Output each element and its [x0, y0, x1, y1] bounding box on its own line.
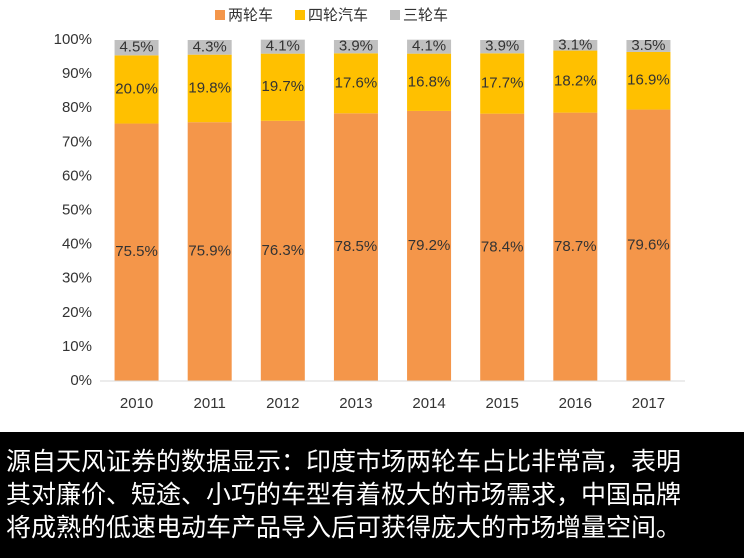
bar-segment	[260, 53, 305, 121]
y-tick-label: 80%	[62, 99, 92, 116]
data-label: 16.8%	[408, 73, 451, 90]
y-tick-label: 10%	[62, 338, 92, 355]
bar-segment	[626, 109, 671, 382]
bar-segment	[626, 40, 671, 52]
bar-segment	[626, 51, 671, 110]
y-tick-label: 40%	[62, 236, 92, 253]
data-label: 76.3%	[262, 242, 305, 259]
x-tick-label: 2013	[339, 395, 372, 412]
legend-label: 四轮汽车	[308, 7, 368, 24]
data-label: 75.5%	[115, 243, 158, 260]
y-tick-label: 50%	[62, 201, 92, 218]
data-label: 19.7%	[262, 78, 305, 95]
x-tick-label: 2015	[486, 395, 519, 412]
y-tick-label: 90%	[62, 65, 92, 82]
y-tick-label: 30%	[62, 270, 92, 287]
legend-label: 两轮车	[228, 7, 273, 24]
bar-segment	[553, 50, 598, 113]
bar-segment	[187, 54, 232, 123]
data-label: 78.4%	[481, 238, 524, 255]
bar-segment	[187, 40, 232, 55]
bar-segment	[407, 53, 452, 111]
data-label: 18.2%	[554, 73, 597, 90]
data-label: 4.3%	[193, 38, 227, 55]
y-tick-label: 70%	[62, 133, 92, 150]
bar-segment	[187, 122, 232, 381]
bar-segment	[260, 39, 305, 54]
y-tick-label: 60%	[62, 167, 92, 184]
bar-segment	[260, 120, 305, 381]
data-label: 79.6%	[627, 236, 670, 253]
bar-segment	[480, 113, 525, 381]
chart: 0% 10% 20% 30% 40% 50% 60% 70% 80% 90% 100% 两轮车 四轮汽车…	[54, 7, 685, 412]
data-label: 4.5%	[119, 39, 153, 56]
x-tick-label: 2017	[632, 395, 665, 412]
x-tick-label: 2016	[559, 395, 592, 412]
data-label: 3.5%	[631, 37, 665, 54]
bar-segment	[333, 113, 378, 381]
data-label: 20.0%	[115, 80, 158, 97]
data-label: 78.5%	[335, 238, 378, 255]
x-tick-label: 2012	[266, 395, 299, 412]
bar-segment	[553, 40, 598, 51]
x-tick-label: 2010	[120, 395, 153, 412]
caption-line: 将成熟的低速电动车产品导入后可获得庞大的市场增量空间。	[6, 513, 682, 542]
caption-line: 其对廉价、短途、小巧的车型有着极大的市场需求，中国品牌	[6, 480, 682, 509]
y-tick-label: 0%	[70, 372, 92, 389]
bar-segment	[114, 55, 159, 124]
bar-segment	[114, 123, 159, 382]
bar-segment	[407, 110, 452, 381]
legend-swatch	[295, 10, 305, 20]
bar-segment	[480, 53, 525, 114]
x-tick-label: 2014	[412, 395, 445, 412]
caption: 源自天风证券的数据显示：印度市场两轮车占比非常高，表明 其对廉价、短途、小巧的车…	[0, 432, 744, 558]
bar-segment	[553, 112, 598, 382]
data-label: 19.8%	[188, 79, 231, 96]
bar-segment	[333, 53, 378, 114]
bar-segment	[480, 40, 525, 54]
data-label: 17.7%	[481, 74, 524, 91]
data-label: 4.1%	[412, 38, 446, 55]
legend-swatch	[215, 10, 225, 20]
legend-swatch	[390, 10, 400, 20]
bar-segment	[333, 40, 378, 54]
legend-label: 三轮车	[403, 7, 448, 24]
caption-line: 源自天风证券的数据显示：印度市场两轮车占比非常高，表明	[6, 447, 682, 476]
y-tick-label: 20%	[62, 304, 92, 321]
data-label: 16.9%	[627, 72, 670, 89]
bar-segment	[407, 39, 452, 54]
data-label: 79.2%	[408, 237, 451, 254]
data-label: 3.1%	[558, 36, 592, 53]
data-label: 78.7%	[554, 238, 597, 255]
data-label: 75.9%	[188, 243, 231, 260]
data-label: 17.6%	[335, 74, 378, 91]
x-tick-label: 2011	[194, 395, 226, 412]
data-label: 4.1%	[266, 38, 300, 55]
data-label: 3.9%	[485, 38, 519, 55]
bar-segment	[114, 40, 159, 56]
y-tick-label: 100%	[54, 31, 92, 48]
data-label: 3.9%	[339, 38, 373, 55]
